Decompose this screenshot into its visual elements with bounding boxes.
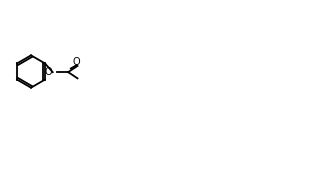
- Text: O: O: [72, 57, 80, 67]
- Text: O: O: [44, 67, 52, 77]
